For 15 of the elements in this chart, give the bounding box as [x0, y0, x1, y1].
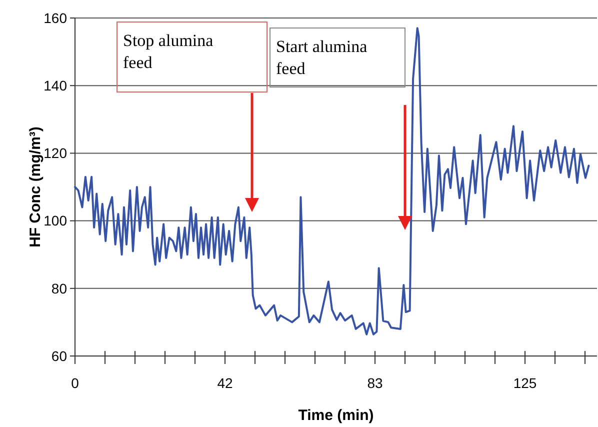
y-tick-label: 120	[44, 145, 68, 162]
y-tick-label: 100	[44, 212, 68, 229]
x-tick-label: 125	[513, 375, 537, 391]
y-tick-label: 60	[51, 348, 68, 364]
x-axis-title: Time (min)	[298, 407, 374, 424]
x-tick-label: 0	[71, 375, 80, 391]
annotation: Start alumina feed	[276, 37, 368, 78]
y-tick-label: 80	[51, 280, 68, 296]
x-tick-label: 42	[217, 375, 234, 391]
line-series	[74, 27, 590, 336]
x-tick-label: 83	[367, 375, 383, 391]
y-tick-label: 140	[44, 78, 68, 94]
y-tick-label: 160	[44, 10, 68, 26]
y-axis-title: HF Conc (mg/m³)	[27, 126, 44, 248]
annotation: Stop alumina feed	[123, 31, 214, 72]
